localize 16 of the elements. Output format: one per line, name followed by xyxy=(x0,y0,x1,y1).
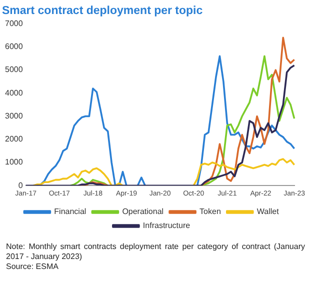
legend-label: Operational xyxy=(122,207,164,216)
y-tick-label: 0 xyxy=(18,180,24,190)
y-tick-label: 1000 xyxy=(5,158,24,167)
y-tick-label: 5000 xyxy=(5,65,24,74)
y-tick-label: 4000 xyxy=(5,88,24,98)
y-tick-label: 3000 xyxy=(5,111,24,120)
chart-title: Smart contract deployment per topic xyxy=(2,5,204,18)
y-tick-label: 2000 xyxy=(5,134,24,144)
legend-label: Financial xyxy=(54,207,86,216)
y-tick-label: 6000 xyxy=(5,42,24,52)
legend-label: Token xyxy=(200,207,221,216)
legend-label: Wallet xyxy=(256,207,280,216)
y-tick-label: 7000 xyxy=(5,19,24,28)
text: Note: Monthly smart contracts deployment rate per category of contract (January 2017 - January 2023) xyxy=(6,242,305,262)
legend-label: Infrastructure xyxy=(142,221,191,230)
source-note: Source: ESMA xyxy=(6,262,60,272)
